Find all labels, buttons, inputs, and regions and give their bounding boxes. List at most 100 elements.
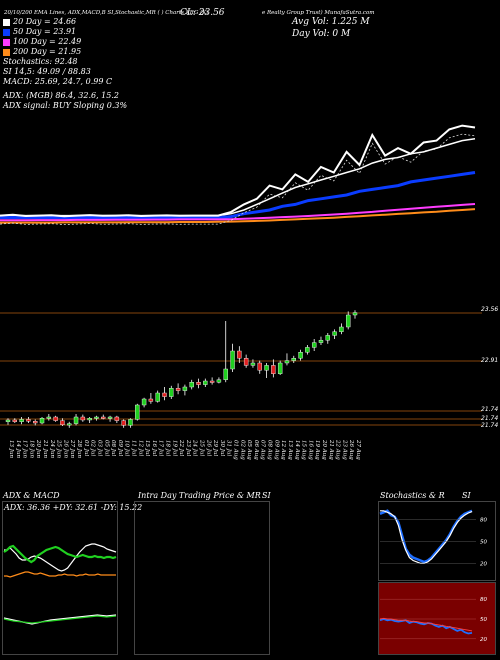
date-tick-label: 31 Jul (226, 440, 232, 456)
candle-body (94, 416, 99, 419)
candle-body (203, 380, 208, 385)
date-tick-label: 22 Aug (335, 439, 341, 460)
date-tick-label: 21 Jun (42, 439, 48, 458)
candle-body (128, 419, 133, 426)
candle-body (175, 388, 181, 391)
ema-legend-100: 100 Day = 22.49 (3, 37, 127, 47)
candle-body (26, 419, 31, 422)
candle-body (339, 326, 344, 333)
date-tick-label: 27 Aug (355, 439, 361, 460)
adx-panel-title: ADX & MACD (3, 491, 60, 500)
si-panel (378, 582, 496, 655)
candle-body (12, 419, 18, 422)
candle-body (107, 416, 113, 419)
candle-body (101, 416, 106, 419)
adx-signal: ADX signal: BUY Sloping 0.3% (3, 101, 128, 110)
candle-body (67, 423, 72, 426)
adx-panel-header: ADX: 36.36 +DY: 32.61 -DY: 15.22 (4, 503, 143, 512)
price-axis-label: 21.74 (481, 406, 498, 413)
candle-body (298, 352, 303, 359)
date-tick-label: 20 Aug (321, 439, 327, 460)
stochastics-value: Stochastics: 92.48 (3, 57, 78, 66)
date-tick-label: 08 Aug (267, 440, 273, 460)
ema-legend: 20 Day = 24.66 50 Day = 23.91 100 Day = … (3, 17, 127, 111)
date-tick-label: 13 Jun (8, 440, 14, 458)
stochastics-panel (378, 501, 496, 581)
price-axis-label: 21.74 (481, 422, 498, 429)
ema50-swatch (3, 28, 10, 36)
date-tick-label: 09 Aug (273, 440, 279, 460)
candle-body (189, 382, 194, 388)
macd-value: MACD: 25.69, 24.7, 0.99 C (3, 77, 113, 86)
candle-body (196, 382, 201, 385)
date-tick-label: 01 Jul (83, 440, 89, 456)
ema-legend-200: 200 Day = 21.95 (3, 47, 127, 57)
candle-body (148, 398, 154, 402)
candle-body (46, 416, 52, 419)
date-tick-label: 05 Aug (246, 440, 252, 460)
ema200-swatch (3, 48, 10, 56)
si-panel-title: SI (262, 491, 271, 500)
price-axis-label: 23.56 (481, 306, 498, 313)
date-tick-label: 19 Jul (171, 440, 177, 456)
ema-chart (0, 124, 476, 226)
stoch-line-1 (380, 510, 473, 565)
candle-body (271, 365, 276, 374)
candle-body (73, 416, 79, 424)
date-tick-label: 12 Jul (137, 440, 143, 456)
candle-body (33, 421, 38, 424)
date-tick-label: 11 Jul (130, 440, 136, 456)
date-tick-label: 23 Jul (185, 439, 191, 456)
candle-body (121, 420, 126, 426)
day-volume: Day Vol: 0 M (292, 29, 351, 39)
date-tick-label: 16 Jul (151, 440, 157, 456)
candle-body (135, 404, 140, 420)
candle-body (332, 331, 337, 336)
candle-body (250, 362, 256, 366)
intraday-panel (134, 501, 270, 655)
si-tick-label: 80 (480, 597, 487, 603)
candle-body (277, 362, 283, 375)
ema-line-2 (0, 203, 476, 222)
candle-body (155, 392, 160, 402)
date-tick-label: 23 Aug (341, 439, 347, 460)
date-tick-label: 21 Aug (328, 439, 334, 460)
date-tick-label: 16 Aug (307, 440, 313, 460)
candle-body (114, 416, 120, 421)
candle-body (53, 416, 58, 421)
stoch-panel-title-si: SI (462, 491, 471, 500)
date-tick-label: 25 Jun (56, 439, 62, 458)
adx-value: ADX: (MGB) 86.4, 32.6, 15.2 (3, 91, 119, 100)
candle-body (345, 314, 351, 328)
macd-line-1 (3, 615, 117, 624)
date-tick-label: 26 Jun (62, 439, 68, 458)
date-tick-label: 10 Jul (124, 440, 130, 456)
candle-body (243, 358, 249, 366)
date-tick-label: 15 Aug (301, 440, 307, 460)
ema50-label: 50 Day = 23.91 (13, 27, 77, 36)
date-tick-label: 02 Jul (90, 440, 96, 456)
candle-body (60, 420, 65, 426)
date-tick-label: 15 Jul (144, 440, 150, 456)
ema-legend-50: 50 Day = 23.91 (3, 27, 127, 37)
candle-body (257, 362, 262, 371)
date-tick-label: 14 Jun (15, 440, 21, 458)
ema-line-1 (0, 171, 476, 219)
close-price: CL: 23.56 (180, 8, 225, 18)
date-tick-label: 01 Aug (233, 440, 239, 460)
adx-macd-panel (2, 501, 118, 655)
stoch-panel-title: Stochastics & R (380, 491, 445, 500)
si-tick-label: 20 (480, 637, 487, 643)
candle-body (141, 398, 147, 406)
dotted-line (0, 133, 476, 226)
stoch-tick-label: 80 (480, 518, 487, 524)
price-axis-label: 21.74 (481, 415, 498, 422)
intraday-panel-title: Intra Day Trading Price & MR (138, 491, 261, 500)
date-tick-label: 24 Jul (192, 439, 198, 456)
date-tick-label: 30 Jul (219, 440, 225, 456)
date-tick-label: 26 Jul (205, 439, 211, 456)
candle-body (305, 347, 310, 353)
date-tick-label: 17 Jul (158, 440, 164, 456)
